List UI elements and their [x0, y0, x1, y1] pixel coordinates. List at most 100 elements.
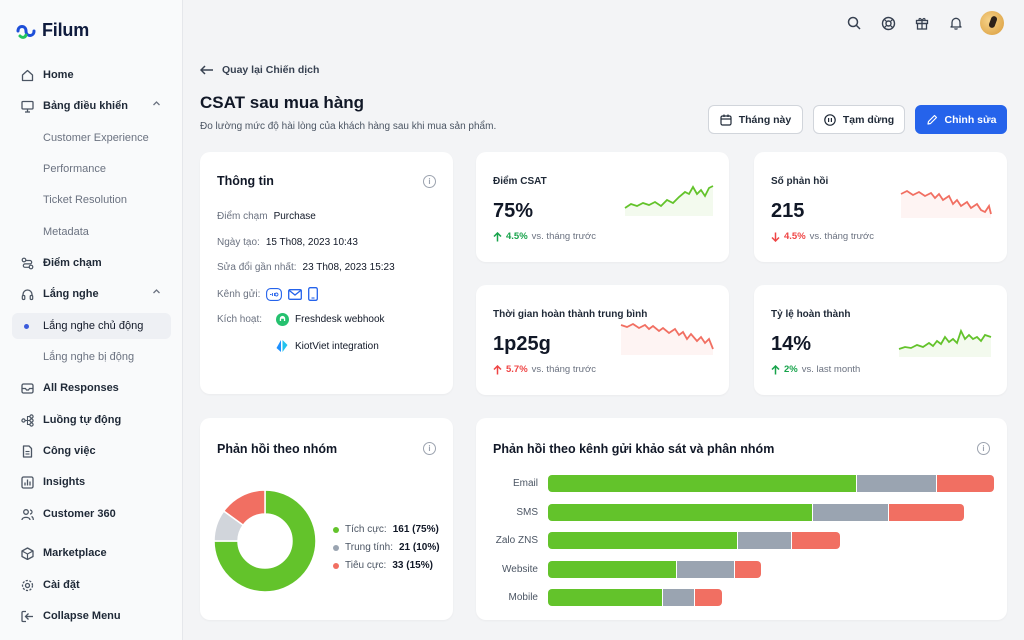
sidebar-item-diem-cham[interactable]: Điểm chạm: [12, 250, 171, 276]
trigger-freshdesk-label: Freshdesk webhook: [295, 314, 385, 325]
sidebar-item-label: Customer 360: [43, 508, 116, 520]
bar-segment-neutral[interactable]: [857, 475, 937, 492]
brand-logo[interactable]: Filum: [16, 20, 89, 41]
legend-dot-positive: [333, 526, 339, 533]
bell-icon[interactable]: [946, 13, 966, 33]
metric-delta-value: 5.7%: [506, 364, 528, 375]
support-icon[interactable]: [878, 13, 898, 33]
task-icon: [20, 444, 34, 458]
sidebar-item-luong-tu-dong[interactable]: Luồng tự động: [12, 407, 171, 433]
bar-segment-neutral[interactable]: [738, 532, 791, 549]
sidebar-item-lang-nghe-bi-dong[interactable]: Lắng nghe bị động: [12, 344, 171, 370]
sidebar-item-cai-dat[interactable]: Cài đặt: [12, 572, 171, 598]
sidebar-item-insights[interactable]: Insights: [12, 469, 171, 495]
gift-icon[interactable]: [912, 13, 932, 33]
sidebar-item-marketplace[interactable]: Marketplace: [12, 540, 171, 566]
bar-segment-neutral[interactable]: [813, 503, 888, 521]
bar-row: [548, 589, 722, 606]
bar-label: Website: [502, 563, 538, 575]
created-row: Ngày tạo: 15 Th08, 2023 10:43: [217, 237, 358, 248]
donut-slice-negative[interactable]: [222, 489, 266, 527]
active-dot: [24, 324, 29, 329]
metric-label: Số phản hồi: [771, 176, 829, 187]
bar-segment-positive[interactable]: [548, 503, 812, 521]
mobile-icon: [308, 287, 319, 301]
metric-value: 1p25g: [493, 333, 551, 355]
bar-segment-neutral[interactable]: [676, 560, 734, 578]
info-icon[interactable]: i: [977, 442, 990, 455]
bar-row: [548, 475, 995, 492]
info-icon[interactable]: i: [423, 175, 436, 188]
sidebar-item-all-responses[interactable]: All Responses: [12, 375, 171, 401]
metric-card-csat: Điểm CSAT 75% 4.5% vs. tháng trước: [476, 152, 729, 262]
period-button-label: Tháng này: [738, 113, 792, 126]
arrow-up-icon: [771, 364, 780, 374]
touchpoint-value[interactable]: Purchase: [273, 211, 316, 222]
channels-label: Kênh gửi:: [217, 288, 261, 300]
back-link[interactable]: Quay lại Chiến dịch: [200, 64, 319, 76]
sparkline-responses: [900, 189, 992, 218]
bar-segment-negative[interactable]: [888, 503, 964, 521]
bar-label: Zalo ZNS: [495, 535, 538, 546]
modified-label: Sửa đổi gần nhất:: [217, 262, 297, 273]
bar-segment-negative[interactable]: [937, 475, 995, 492]
sidebar-item-label: Bảng điều khiển: [43, 100, 128, 112]
created-label: Ngày tạo:: [217, 237, 260, 248]
edit-button[interactable]: Chỉnh sửa: [915, 105, 1007, 134]
bar-segment-positive[interactable]: [548, 589, 663, 606]
metric-card-completion: Tỷ lệ hoàn thành 14% 2% vs. last month: [754, 285, 1007, 395]
brand-name: Filum: [42, 20, 89, 40]
metric-label: Điểm CSAT: [493, 176, 547, 187]
collapse-icon: [20, 609, 34, 623]
sidebar-item-customer-experience[interactable]: Customer Experience: [12, 125, 171, 151]
bar-segment-negative[interactable]: [791, 532, 841, 549]
legend-positive: Tích cực: 161 (75%): [333, 524, 439, 535]
sidebar-item-label: Lắng nghe: [43, 288, 99, 300]
bar-segment-positive[interactable]: [548, 560, 676, 578]
info-icon[interactable]: i: [423, 442, 436, 455]
chevron-up-icon: [152, 287, 161, 299]
channel-card-title: Phản hồi theo kênh gửi khảo sát và phân …: [493, 442, 775, 456]
sparkline-duration: [620, 322, 714, 355]
metric-card-duration: Thời gian hoàn thành trung bình 1p25g 5.…: [476, 285, 729, 395]
bar-segment-positive[interactable]: [548, 532, 738, 549]
sidebar-item-ticket-resolution[interactable]: Ticket Resolution: [12, 187, 171, 213]
sidebar-item-home[interactable]: Home: [12, 62, 171, 88]
sidebar-item-metadata[interactable]: Metadata: [12, 219, 171, 245]
pause-button[interactable]: Tạm dừng: [813, 105, 905, 134]
modified-row: Sửa đổi gần nhất: 23 Th08, 2023 15:23: [217, 262, 395, 273]
metric-delta-compare: vs. last month: [801, 364, 861, 375]
bar-segment-negative[interactable]: [695, 589, 722, 606]
insights-icon: [20, 475, 34, 489]
trigger-freshdesk[interactable]: Freshdesk webhook: [276, 313, 385, 326]
legend-negative: Tiêu cực: 33 (15%): [333, 560, 433, 571]
donut-slice-positive[interactable]: [213, 489, 317, 593]
sidebar-item-label: Luồng tự động: [43, 414, 122, 426]
metric-delta-value: 4.5%: [784, 231, 806, 242]
sidebar-item-collapse-menu[interactable]: Collapse Menu: [12, 603, 171, 629]
sidebar-item-customer-360[interactable]: Customer 360: [12, 501, 171, 527]
bar-segment-negative[interactable]: [734, 560, 762, 578]
arrow-up-icon: [493, 231, 502, 241]
bar-segment-neutral[interactable]: [663, 589, 695, 606]
legend-neutral-value: 21 (10%): [399, 542, 440, 553]
workflow-icon: [20, 413, 34, 427]
sparkline-csat: [624, 185, 714, 216]
legend-neutral: Trung tính: 21 (10%): [333, 542, 440, 553]
sidebar-item-lang-nghe[interactable]: Lắng nghe: [12, 281, 171, 307]
search-icon[interactable]: [844, 13, 864, 33]
sidebar-item-cong-viec[interactable]: Công việc: [12, 438, 171, 464]
period-button[interactable]: Tháng này: [708, 105, 803, 134]
sidebar-item-label: Insights: [43, 476, 86, 488]
bar-label: Email: [512, 478, 538, 489]
pause-button-label: Tạm dừng: [842, 113, 895, 126]
zalo-icon: [266, 287, 283, 301]
info-card-title: Thông tin: [217, 174, 274, 188]
trigger-kiotviet[interactable]: KiotViet integration: [275, 339, 379, 353]
sidebar-item-bang-dieu-khien[interactable]: Bảng điều khiển: [12, 93, 171, 119]
user-avatar[interactable]: [980, 11, 1004, 35]
bar-row: [548, 560, 762, 578]
bar-segment-positive[interactable]: [548, 475, 856, 492]
sidebar-item-performance[interactable]: Performance: [12, 156, 171, 182]
sidebar-item-lang-nghe-chu-dong[interactable]: Lắng nghe chủ động: [12, 313, 171, 339]
